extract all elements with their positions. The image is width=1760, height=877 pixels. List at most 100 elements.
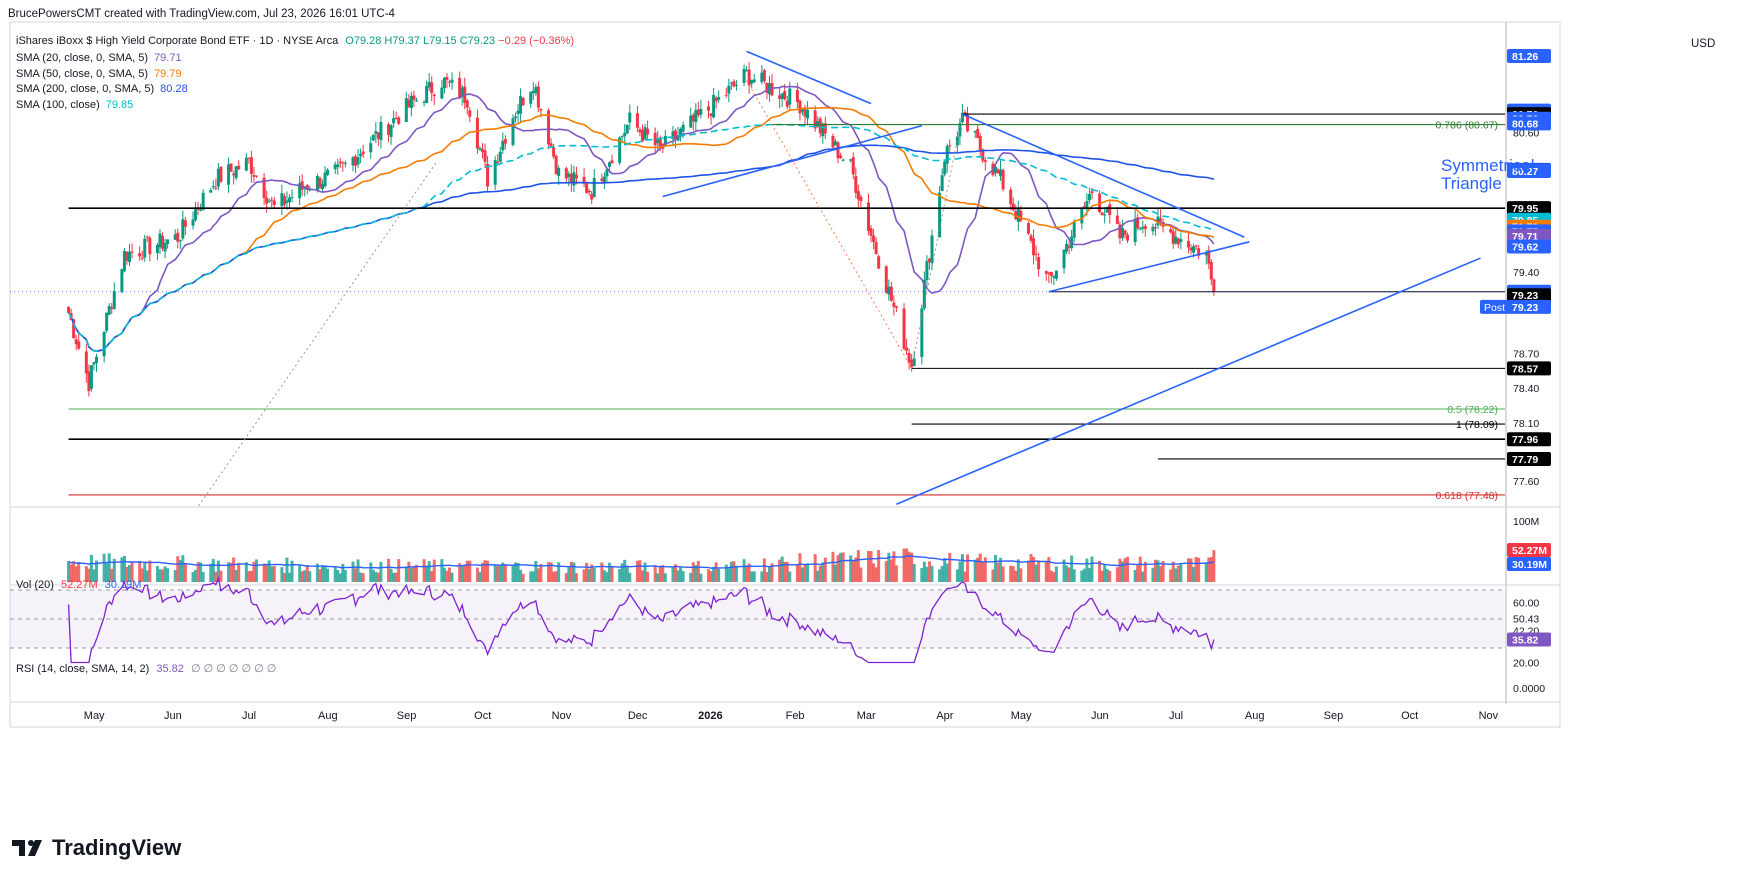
indicator-legend-item[interactable]: SMA (20, close, 0, SMA, 5) 79.71 bbox=[16, 52, 182, 64]
candle-body bbox=[516, 110, 520, 114]
candle bbox=[874, 237, 878, 255]
volume-bar bbox=[254, 559, 258, 582]
volume-bar bbox=[818, 565, 822, 582]
candle-body bbox=[140, 257, 144, 259]
candle bbox=[884, 265, 888, 294]
volume-bar bbox=[966, 554, 970, 582]
candle-body bbox=[572, 172, 576, 186]
candle bbox=[92, 361, 96, 371]
candle bbox=[877, 254, 881, 270]
volume-bar bbox=[734, 565, 738, 582]
volume-bar bbox=[823, 557, 827, 582]
candle-body bbox=[1174, 236, 1178, 244]
candle bbox=[1179, 232, 1183, 250]
candle-body bbox=[607, 162, 611, 167]
candle-body bbox=[689, 115, 693, 128]
rsi-axis-tick: 60.00 bbox=[1513, 598, 1539, 610]
volume-bar bbox=[178, 559, 182, 582]
volume-bar bbox=[1153, 559, 1157, 582]
candle-body bbox=[729, 82, 733, 84]
candle-body bbox=[244, 157, 248, 171]
candle bbox=[84, 343, 88, 383]
volume-bar bbox=[859, 567, 863, 582]
volume-bar bbox=[894, 565, 898, 582]
candle-body bbox=[262, 177, 266, 199]
annotation-line-1: Symmetrical bbox=[1441, 156, 1535, 175]
currency-label[interactable]: USD bbox=[1691, 38, 1716, 50]
volume-bar bbox=[300, 571, 304, 582]
candle bbox=[155, 243, 159, 260]
candle bbox=[1189, 244, 1193, 255]
volume-bar bbox=[1169, 569, 1173, 582]
volume-bar bbox=[1176, 565, 1180, 582]
volume-bar bbox=[227, 562, 231, 582]
candle bbox=[214, 178, 218, 191]
candle bbox=[567, 171, 571, 187]
candle bbox=[536, 81, 540, 113]
candle bbox=[432, 93, 436, 106]
price-axis-label: 77.79 bbox=[1507, 451, 1551, 466]
candle-body bbox=[798, 100, 802, 114]
candle bbox=[894, 305, 898, 313]
candle-body bbox=[671, 131, 675, 139]
candle-body bbox=[750, 80, 754, 84]
volume-bar bbox=[128, 564, 132, 582]
candle-body bbox=[249, 157, 253, 174]
time-axis-label: Nov bbox=[552, 710, 572, 722]
candle bbox=[440, 79, 444, 100]
indicator-legend-item[interactable]: SMA (100, close) 79.85 bbox=[16, 99, 133, 111]
volume-bar bbox=[1143, 561, 1147, 582]
trendline bbox=[896, 257, 1481, 505]
volume-bar bbox=[887, 552, 891, 582]
volume-bar bbox=[945, 563, 949, 582]
candle-body bbox=[727, 85, 731, 94]
volume-axis-label-text: 52.27M bbox=[1512, 545, 1547, 557]
volume-bar bbox=[841, 552, 845, 582]
candle-body bbox=[547, 110, 551, 145]
indicator-legend-item[interactable]: SMA (50, close, 0, SMA, 5) 79.79 bbox=[16, 68, 182, 80]
candle bbox=[587, 188, 591, 196]
volume-bar bbox=[1138, 556, 1142, 582]
candle bbox=[1138, 226, 1142, 231]
candle bbox=[734, 80, 738, 91]
time-axis-label: Sep bbox=[1324, 710, 1344, 722]
candle bbox=[851, 152, 855, 180]
candle-body bbox=[354, 156, 358, 166]
candle bbox=[778, 87, 782, 108]
candle-body bbox=[1103, 214, 1107, 216]
volume-bar bbox=[414, 564, 418, 582]
tradingview-logo[interactable]: TradingView bbox=[12, 835, 181, 861]
volume-bars bbox=[67, 548, 1216, 582]
volume-bar bbox=[1108, 570, 1112, 582]
indicator-legend-item[interactable]: SMA (200, close, 0, SMA, 5) 80.28 bbox=[16, 83, 188, 95]
candle-body bbox=[625, 124, 629, 134]
candle bbox=[1212, 278, 1216, 296]
candle-body bbox=[892, 302, 896, 307]
candle bbox=[930, 229, 934, 270]
candle bbox=[1136, 213, 1140, 231]
volume-bar bbox=[440, 559, 444, 582]
candle-body bbox=[752, 79, 756, 83]
price-axis-label-bg bbox=[1507, 361, 1551, 376]
candle-body bbox=[745, 69, 749, 72]
candle bbox=[105, 312, 109, 334]
candle-body bbox=[1026, 223, 1030, 234]
volume-bar bbox=[569, 561, 573, 582]
volume-bar bbox=[1103, 564, 1107, 582]
volume-bar bbox=[407, 561, 411, 582]
indicator-label: SMA (50, close, 0, SMA, 5) bbox=[16, 67, 149, 80]
candle-body bbox=[623, 132, 627, 137]
candle bbox=[534, 84, 538, 96]
triangle-annotation[interactable]: Symmetrical Triangle bbox=[1441, 157, 1535, 193]
volume-bar bbox=[717, 568, 721, 582]
candle-body bbox=[389, 125, 393, 137]
volume-bar bbox=[318, 569, 322, 582]
candle-body bbox=[1120, 227, 1124, 239]
rsi-label: RSI (14, close, SMA, 14, 2) bbox=[16, 663, 150, 675]
time-axis-label: Feb bbox=[786, 710, 805, 722]
time-axis-label: Sep bbox=[397, 710, 417, 722]
volume-bar bbox=[336, 569, 340, 582]
volume-bar bbox=[1100, 570, 1104, 582]
time-axis-label: Nov bbox=[1479, 710, 1499, 722]
